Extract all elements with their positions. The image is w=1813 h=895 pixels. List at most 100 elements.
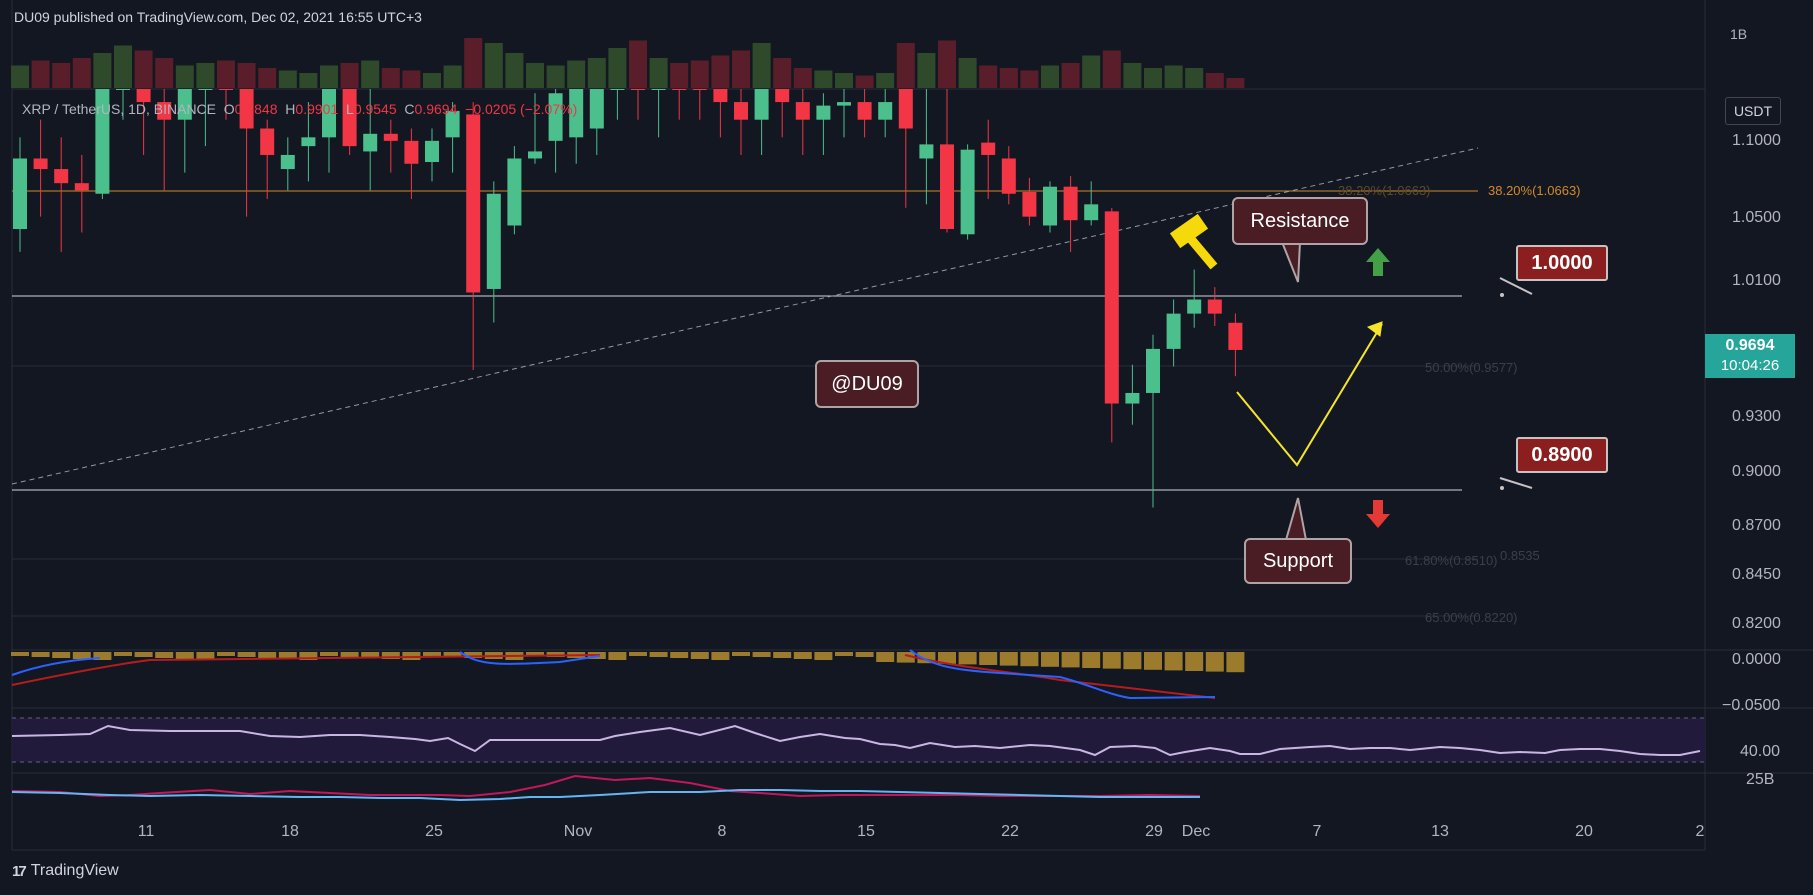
- time-tick: 2: [1696, 823, 1705, 840]
- macd-histogram-bar: [649, 652, 668, 657]
- candle-body: [1228, 322, 1243, 350]
- volume-bar: [773, 58, 792, 88]
- macd-histogram-bar: [361, 652, 380, 658]
- volume-osc-slow: [11, 789, 1200, 802]
- support-callout[interactable]: Support: [1244, 538, 1352, 584]
- price-axis[interactable]: 1.1000 1.0500 1.0100 0.9300 0.9000 0.870…: [1722, 132, 1781, 788]
- time-axis[interactable]: 11 18 25 Nov 8 15 22 29 Dec 7 13 20 2: [138, 823, 1705, 840]
- volume-bar: [402, 70, 421, 88]
- volume-scale-label: 1B: [1730, 26, 1748, 42]
- fib-618-label: 61.80%(0.8510): [1405, 553, 1498, 568]
- candle-body: [219, 89, 233, 90]
- fib-382-label: 38.20%(1.0663): [1488, 183, 1581, 198]
- macd-histogram-bar: [31, 652, 50, 657]
- macd-histogram-bar: [381, 652, 400, 659]
- candle-body: [425, 140, 439, 163]
- macd-histogram-bar: [72, 652, 91, 659]
- macd-histogram-bar: [629, 652, 647, 656]
- macd-histogram-bar: [134, 652, 153, 657]
- macd-histogram-bar: [1082, 652, 1101, 668]
- change-value: −0.0205 (−2.07%): [465, 101, 578, 117]
- level-low-label[interactable]: 0.8900: [1516, 437, 1608, 473]
- low-value: 0.9545: [353, 101, 397, 117]
- high-label: H: [285, 101, 296, 117]
- candle-body: [157, 102, 172, 120]
- volume-bar: [31, 60, 50, 88]
- volume-bar: [175, 65, 194, 88]
- time-tick: 22: [1001, 823, 1019, 840]
- volume-bar: [567, 60, 586, 88]
- symbol-legend[interactable]: XRP / TetherUS, 1D, BINANCE O0.9848 H0.9…: [22, 101, 577, 117]
- macd-histogram-bar: [835, 652, 853, 656]
- candle-body: [1084, 204, 1099, 221]
- volume-bar: [114, 45, 132, 88]
- volume-bar: [999, 68, 1018, 88]
- macd-histogram-bar: [1226, 652, 1245, 673]
- volume-bar: [11, 65, 29, 88]
- candle-body: [734, 102, 748, 120]
- macd-histogram-bar: [670, 652, 689, 658]
- candle-body: [445, 110, 460, 138]
- macd-histogram-bar: [855, 652, 874, 657]
- volume-bar: [608, 48, 627, 88]
- high-value: 0.9901: [295, 101, 339, 117]
- time-tick: 15: [857, 823, 875, 840]
- macd-histogram-bar: [1144, 652, 1162, 670]
- candle-body: [1001, 158, 1016, 194]
- volume-bar: [464, 38, 483, 88]
- open-value: 0.9848: [234, 101, 278, 117]
- macd-histogram-bar: [93, 652, 112, 660]
- volume-bar: [855, 75, 874, 88]
- volume-bar: [443, 65, 462, 88]
- volume-bar: [320, 65, 338, 88]
- projection-path[interactable]: [1236, 323, 1383, 467]
- macd-histogram-bar: [876, 652, 895, 662]
- macd-histogram-bar: [299, 652, 318, 660]
- macd-histogram-bar: [402, 652, 421, 660]
- macd-histogram-bar: [1041, 652, 1059, 667]
- volume-bar: [217, 60, 235, 88]
- candle-body: [342, 89, 357, 147]
- candle-body: [383, 133, 398, 141]
- macd-histogram-bar: [526, 652, 544, 656]
- volume-bar: [155, 58, 174, 88]
- time-tick: Nov: [564, 823, 592, 840]
- candle-body: [692, 89, 707, 90]
- resistance-callout[interactable]: Resistance: [1232, 197, 1368, 245]
- macd-histogram-bar: [11, 652, 29, 656]
- close-label: C: [404, 101, 415, 117]
- down-arrow-icon: [1366, 500, 1390, 528]
- time-tick: 8: [718, 823, 727, 840]
- macd-histogram-bar: [773, 652, 792, 658]
- gavel-icon: [1169, 213, 1218, 270]
- candle-body: [33, 158, 48, 170]
- candle-body: [940, 144, 954, 230]
- volume-bar: [587, 58, 606, 88]
- macd-histogram-bar: [237, 652, 256, 657]
- volume-bar: [278, 70, 297, 88]
- volume-bar: [52, 63, 71, 88]
- time-tick: 20: [1575, 823, 1593, 840]
- time-tick: 7: [1313, 823, 1322, 840]
- level-high-label[interactable]: 1.0000: [1516, 245, 1608, 281]
- footer-brand[interactable]: 17 TradingView: [12, 862, 119, 880]
- price-tick: 1.0500: [1732, 209, 1781, 226]
- candle-body: [528, 151, 542, 159]
- currency-button[interactable]: USDT: [1725, 97, 1781, 125]
- projection-arrowhead: [1366, 321, 1383, 337]
- time-tick: Dec: [1182, 823, 1210, 840]
- volume-bar: [979, 65, 998, 88]
- candle-body: [136, 89, 151, 103]
- fib-65-label: 65.00%(0.8220): [1425, 610, 1518, 625]
- candle-body: [363, 133, 378, 152]
- macd-histogram-bar: [690, 652, 709, 659]
- volume-bar: [752, 43, 771, 88]
- author-watermark: @DU09: [815, 360, 919, 408]
- macd-histogram-bar: [52, 652, 71, 658]
- current-price-tag: 0.9694 10:04:26: [1705, 334, 1795, 378]
- macd-histogram-bar: [1185, 652, 1204, 671]
- macd-histogram-bar: [1164, 652, 1183, 671]
- volume-bar: [196, 63, 215, 88]
- time-tick: 29: [1145, 823, 1163, 840]
